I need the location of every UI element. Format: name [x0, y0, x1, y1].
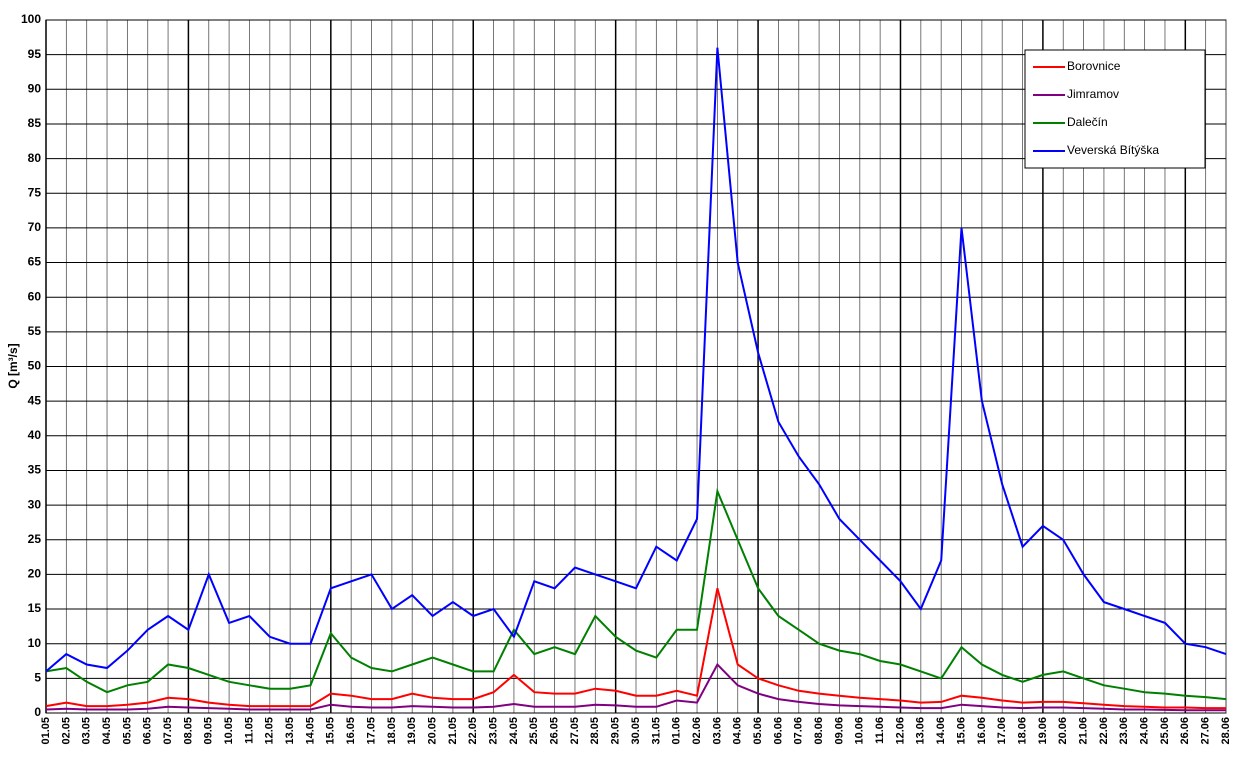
x-tick-label: 25.06 [1159, 717, 1171, 745]
x-tick-label: 15.06 [955, 717, 967, 745]
x-tick-label: 04.06 [732, 717, 744, 745]
x-tick-label: 02.06 [691, 717, 703, 745]
x-tick-label: 21.06 [1077, 717, 1089, 745]
x-tick-label: 28.05 [589, 717, 601, 745]
legend-box [1024, 49, 1206, 169]
x-tick-label: 01.06 [671, 717, 683, 745]
y-tick-label: 25 [28, 532, 42, 546]
y-tick-label: 35 [28, 463, 42, 477]
x-tick-label: 26.05 [549, 717, 561, 745]
y-tick-label: 70 [28, 220, 42, 234]
x-tick-label: 19.06 [1037, 717, 1049, 745]
x-tick-label: 03.06 [711, 717, 723, 745]
legend-label: Borovnice [1067, 59, 1121, 73]
x-tick-label: 13.06 [915, 717, 927, 745]
x-tick-label: 11.06 [874, 717, 886, 744]
x-tick-label: 08.05 [182, 717, 194, 745]
x-tick-label: 15.05 [325, 717, 337, 745]
x-tick-label: 05.05 [121, 717, 133, 745]
x-tick-label: 13.05 [284, 717, 296, 745]
x-tick-label: 27.06 [1200, 717, 1212, 745]
x-tick-label: 24.06 [1139, 717, 1151, 745]
y-tick-label: 5 [34, 671, 41, 685]
x-tick-label: 20.06 [1057, 717, 1069, 745]
x-tick-label: 02.05 [60, 717, 72, 745]
y-tick-label: 20 [28, 567, 42, 581]
x-tick-label: 31.05 [650, 717, 662, 745]
x-tick-label: 29.05 [610, 717, 622, 745]
x-tick-label: 22.05 [467, 717, 479, 745]
x-tick-label: 19.05 [406, 717, 418, 745]
x-tick-label: 26.06 [1179, 717, 1191, 745]
y-tick-label: 45 [28, 393, 42, 407]
legend: Borovnice Jimramov Dalečín Veverská Bítýška [1024, 49, 1206, 169]
y-axis-label: Q [m³/s] [6, 343, 20, 388]
y-tick-label: 95 [28, 47, 42, 61]
x-tick-label: 22.06 [1098, 717, 1110, 745]
x-tick-label: 05.06 [752, 717, 764, 745]
x-tick-label: 14.05 [304, 717, 316, 745]
x-tick-label: 11.05 [243, 717, 255, 744]
x-tick-label: 16.06 [976, 717, 988, 745]
x-tick-label: 20.05 [426, 717, 438, 745]
x-tick-label: 30.05 [630, 717, 642, 745]
x-tick-label: 12.05 [264, 717, 276, 745]
y-tick-label: 50 [28, 359, 42, 373]
x-tick-label: 01.05 [40, 717, 52, 745]
x-tick-label: 07.06 [793, 717, 805, 745]
x-tick-label: 04.05 [101, 717, 113, 745]
x-tick-label: 18.06 [1016, 717, 1028, 745]
series-line [45, 662, 1226, 712]
y-tick-label: 0 [34, 705, 41, 719]
x-tick-label: 09.06 [833, 717, 845, 745]
x-tick-label: 24.05 [508, 717, 520, 745]
y-tick-label: 30 [28, 497, 42, 511]
y-tick-label: 55 [28, 324, 42, 338]
x-tick-label: 09.05 [203, 717, 215, 745]
legend-label: Dalečín [1067, 115, 1108, 129]
x-tick-label: 27.05 [569, 717, 581, 745]
x-tick-label: 08.06 [813, 717, 825, 745]
y-tick-label: 10 [28, 636, 42, 650]
x-tick-label: 10.06 [854, 717, 866, 745]
x-tick-label: 07.05 [162, 717, 174, 745]
x-tick-label: 12.06 [894, 717, 906, 745]
y-tick-label: 65 [28, 255, 42, 269]
x-tick-label: 17.05 [365, 717, 377, 745]
x-tick-label: 14.06 [935, 717, 947, 745]
series-line [45, 487, 1227, 701]
legend-label: Jimramov [1067, 87, 1119, 101]
x-tick-label: 16.05 [345, 717, 357, 745]
legend-label: Veverská Bítýška [1067, 143, 1159, 157]
x-tick-label: 10.05 [223, 717, 235, 745]
y-tick-label: 40 [28, 428, 42, 442]
y-tick-label: 100 [21, 12, 41, 26]
x-tick-label: 17.06 [996, 717, 1008, 745]
y-tick-label: 75 [28, 185, 42, 199]
x-tick-label: 03.05 [81, 717, 93, 745]
x-tick-label: 23.05 [487, 717, 499, 745]
y-tick-label: 85 [28, 116, 42, 130]
y-tick-label: 90 [28, 81, 42, 95]
series-line [45, 47, 1227, 673]
y-tick-label: 15 [28, 601, 42, 615]
y-tick-label: 60 [28, 289, 42, 303]
x-tick-label: 18.05 [386, 717, 398, 745]
x-tick-label: 06.06 [772, 717, 784, 745]
x-tick-label: 25.05 [528, 717, 540, 745]
x-tick-label: 21.05 [447, 717, 459, 745]
x-tick-label: 23.06 [1118, 717, 1130, 745]
x-tick-label: 06.05 [142, 717, 154, 745]
x-tick-label: 28.06 [1220, 717, 1232, 745]
y-tick-label: 80 [28, 151, 42, 165]
series-line [45, 588, 1226, 710]
